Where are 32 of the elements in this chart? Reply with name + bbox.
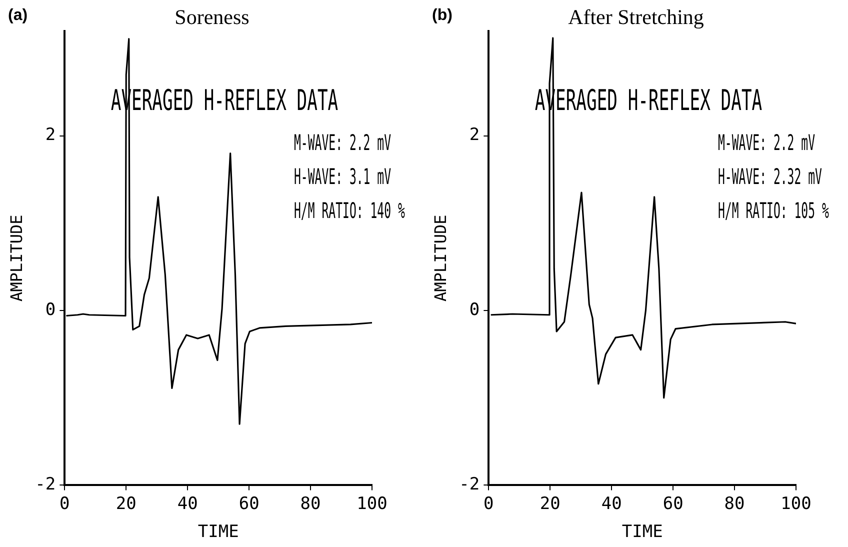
x-tick-label: 40 bbox=[601, 494, 622, 514]
y-tick-label: 0 bbox=[45, 300, 56, 320]
chart-title: Soreness bbox=[174, 5, 250, 29]
y-tick-label: 0 bbox=[469, 300, 480, 320]
annotation: M-WAVE: 2.2 mV bbox=[718, 131, 816, 156]
x-axis-title: TIME bbox=[622, 522, 663, 542]
text: (a) bbox=[8, 7, 28, 24]
x-tick-label: 80 bbox=[300, 494, 321, 514]
x-tick-label: 100 bbox=[356, 494, 388, 514]
text: (b) bbox=[432, 7, 452, 24]
y-tick-label: 2 bbox=[45, 125, 56, 146]
annotation: M-WAVE: 2.2 mV bbox=[294, 131, 392, 156]
chart-title: After Stretching bbox=[568, 5, 704, 29]
x-tick-label: 20 bbox=[540, 494, 560, 514]
y-axis-title: AMPLITUDE bbox=[430, 214, 450, 302]
x-tick-label: 20 bbox=[116, 494, 136, 514]
x-tick-label: 60 bbox=[238, 494, 260, 514]
x-tick-label: 40 bbox=[177, 494, 198, 514]
x-tick-label: 80 bbox=[724, 494, 745, 514]
annotation: H/M RATIO: 105 % bbox=[718, 199, 830, 224]
annotation: H/M RATIO: 140 % bbox=[294, 199, 406, 224]
y-tick-label: -2 bbox=[35, 474, 56, 495]
annotation: H-WAVE: 3.1 mV bbox=[294, 165, 392, 190]
x-tick-label: 0 bbox=[484, 494, 494, 514]
y-tick-label: -2 bbox=[459, 474, 480, 495]
y-axis-title: AMPLITUDE bbox=[6, 214, 26, 302]
x-tick-label: 60 bbox=[662, 494, 684, 514]
x-tick-label: 100 bbox=[780, 494, 812, 514]
annotation: H-WAVE: 2.32 mV bbox=[718, 165, 822, 190]
x-axis-title: TIME bbox=[198, 522, 239, 542]
x-tick-label: 0 bbox=[60, 494, 70, 514]
y-tick-label: 2 bbox=[469, 125, 480, 146]
